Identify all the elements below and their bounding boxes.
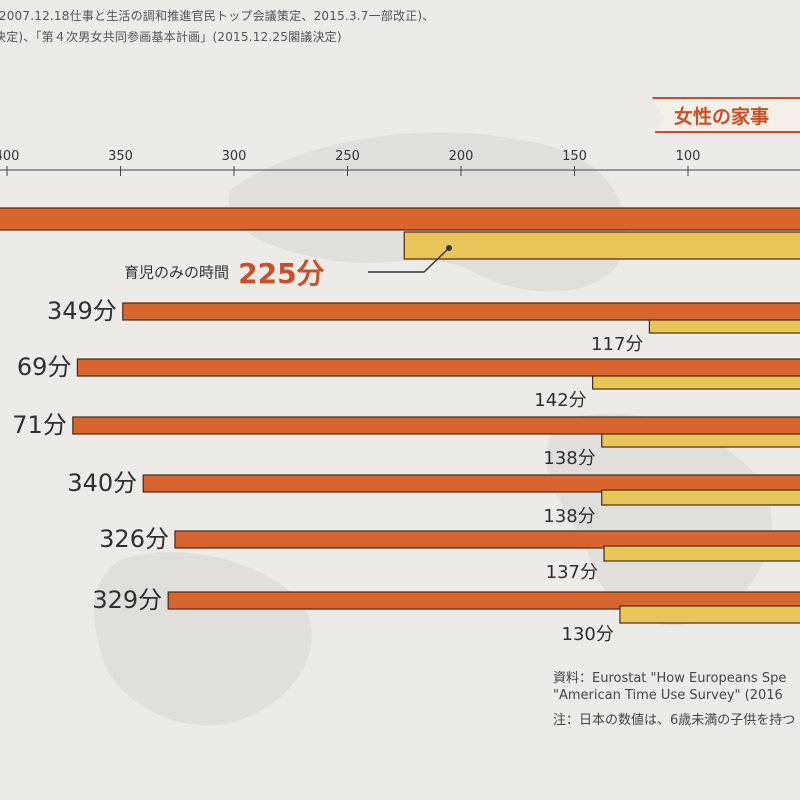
- map-landmass-east: [546, 413, 772, 626]
- childcare-time-bar: [601, 433, 800, 448]
- total-time-bar: [76, 358, 800, 377]
- x-axis-tick-label: 200: [449, 149, 474, 164]
- childcare-time-label: 137分: [546, 562, 598, 583]
- childcare-time-bar: [648, 319, 800, 334]
- x-axis-tick-label: 150: [562, 149, 587, 164]
- total-time-bar: [72, 416, 800, 435]
- total-time-label: 326分: [99, 525, 169, 553]
- x-axis-tick-label: 400: [0, 149, 19, 164]
- total-time-label: 71分: [12, 411, 67, 439]
- total-time-label: 340分: [67, 469, 137, 497]
- childcare-time-bar: [403, 231, 800, 260]
- map-landmass-south: [94, 552, 312, 726]
- x-axis-tick-label: 250: [335, 149, 360, 164]
- total-time-bar: [142, 474, 800, 493]
- x-axis-tick-label: 300: [222, 149, 247, 164]
- annotation-dot: [446, 245, 452, 251]
- childcare-time-bar: [619, 605, 800, 624]
- total-time-label: 69分: [17, 353, 72, 381]
- childcare-time-label: 138分: [543, 506, 595, 527]
- total-time-bar: [0, 207, 800, 231]
- childcare-annotation: 育児のみの時間 225分: [124, 252, 325, 292]
- childcare-time-bar: [603, 545, 800, 562]
- childcare-time-label: 138分: [543, 448, 595, 469]
- total-time-bar: [174, 530, 800, 549]
- women-housework-tag: 女性の家事: [652, 97, 800, 137]
- source-note: 注：日本の数値は、6歳未満の子供を持つ: [553, 713, 796, 728]
- total-time-label: 329分: [92, 586, 162, 614]
- source-line-2: "American Time Use Survey" (2016: [553, 688, 783, 703]
- x-axis-tick-label: 100: [676, 149, 701, 164]
- x-axis-tick-label: 350: [108, 149, 133, 164]
- source-line-1: 資料：Eurostat "How Europeans Spe: [553, 671, 787, 686]
- childcare-annotation-value: 225分: [238, 257, 325, 290]
- childcare-time-label: 117分: [591, 334, 643, 355]
- header-note-line-2: 決定)、「第４次男女共同参画基本計画」(2015.12.25閣議決定): [0, 30, 342, 44]
- childcare-annotation-label: 育児のみの時間: [124, 263, 230, 282]
- childcare-time-label: 130分: [562, 624, 614, 645]
- header-note-line-1: (2007.12.18仕事と生活の調和推進官民トップ会議策定、2015.3.7一…: [0, 9, 435, 23]
- childcare-time-bar: [601, 489, 800, 506]
- total-time-bar: [122, 302, 800, 321]
- childcare-time-label: 142分: [534, 390, 586, 411]
- total-time-label: 349分: [47, 297, 117, 325]
- total-time-bar: [167, 591, 800, 610]
- childcare-time-bar: [592, 375, 800, 390]
- annotation-leader-line: [368, 247, 450, 273]
